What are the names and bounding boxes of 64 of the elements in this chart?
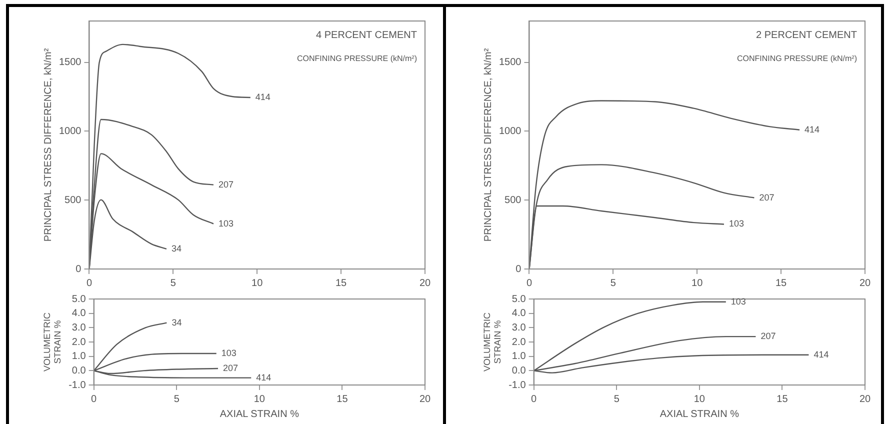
y-tick-label: 0: [76, 264, 82, 275]
series-label: 103: [730, 296, 746, 306]
y-tick-label: 4.0: [512, 308, 526, 320]
series-label: 103: [221, 348, 236, 358]
x-tick-label: 10: [692, 278, 704, 289]
x-tick-label: 10: [252, 278, 264, 289]
series-label: 207: [760, 331, 776, 342]
x-tick-label: 15: [776, 394, 788, 405]
x-tick-label: 5: [614, 394, 620, 405]
y-tick-label: 1.0: [72, 351, 86, 362]
y-tick-label: 0: [516, 264, 522, 275]
y-axis-title: VOLUMETRIC STRAIN %: [482, 312, 503, 372]
y-tick-label: 1500: [58, 57, 82, 68]
y-tick-label: 1.0: [512, 351, 526, 362]
y-axis-title: VOLUMETRIC STRAIN %: [42, 312, 63, 372]
y-tick-label: 0.0: [512, 365, 526, 376]
series-label: 34: [172, 317, 182, 328]
series-label: 207: [223, 363, 238, 373]
x-tick-label: 10: [694, 394, 706, 405]
x-tick-label: 15: [776, 278, 788, 289]
x-tick-label: 20: [419, 278, 431, 289]
y-axis-title: PRINCIPAL STRESS DIFFERENCE, kN/m²: [42, 48, 54, 242]
x-tick-label: 0: [531, 394, 538, 405]
x-tick-label: 20: [859, 278, 871, 289]
x-tick-label: 15: [336, 394, 348, 405]
x-tick-label: 5: [174, 394, 180, 405]
series-label: 34: [171, 243, 182, 254]
series-label: 414: [255, 92, 270, 102]
series-label: 207: [218, 179, 234, 190]
y-tick-label: 2.0: [512, 336, 526, 348]
y-tick-label: 1000: [58, 126, 82, 137]
y-tick-label: 1000: [498, 126, 522, 137]
x-axis-title: AXIAL STRAIN %: [220, 408, 300, 420]
x-axis-title: AXIAL STRAIN %: [660, 408, 740, 420]
y-tick-label: -1.0: [68, 380, 86, 391]
series-label: 414: [256, 372, 272, 382]
x-tick-label: 5: [610, 278, 616, 289]
y-tick-label: 4.0: [72, 308, 86, 320]
x-tick-label: 0: [91, 394, 98, 405]
x-tick-label: 5: [170, 278, 176, 289]
y-tick-label: 3.0: [512, 322, 526, 334]
annotation: 2 PERCENT CEMENT: [756, 30, 857, 41]
annotation: CONFINING PRESSURE (kN/m²): [737, 54, 858, 64]
y-tick-label: -1.0: [508, 380, 526, 391]
x-tick-label: 20: [419, 394, 431, 405]
series-label: 103: [218, 218, 234, 228]
x-tick-label: 15: [336, 278, 348, 289]
y-tick-label: 0.0: [72, 365, 86, 376]
series-label: 207: [759, 192, 774, 202]
x-tick-label: 20: [859, 394, 871, 405]
annotation: CONFINING PRESSURE (kN/m²): [297, 54, 418, 64]
y-tick-label: 500: [504, 194, 522, 206]
x-tick-label: 10: [254, 394, 266, 405]
series-label: 414: [804, 124, 820, 134]
y-tick-label: 5.0: [72, 294, 86, 305]
series-label: 103: [728, 218, 744, 229]
y-axis-title: PRINCIPAL STRESS DIFFERENCE, kN/m²: [482, 48, 494, 242]
y-tick-label: 5.0: [512, 294, 526, 305]
y-tick-label: 3.0: [72, 322, 86, 334]
series-label: 414: [814, 349, 829, 360]
y-tick-label: 1500: [498, 57, 522, 68]
annotation: 4 PERCENT CEMENT: [316, 30, 417, 41]
y-tick-label: 500: [64, 194, 82, 206]
y-tick-label: 2.0: [72, 336, 86, 348]
